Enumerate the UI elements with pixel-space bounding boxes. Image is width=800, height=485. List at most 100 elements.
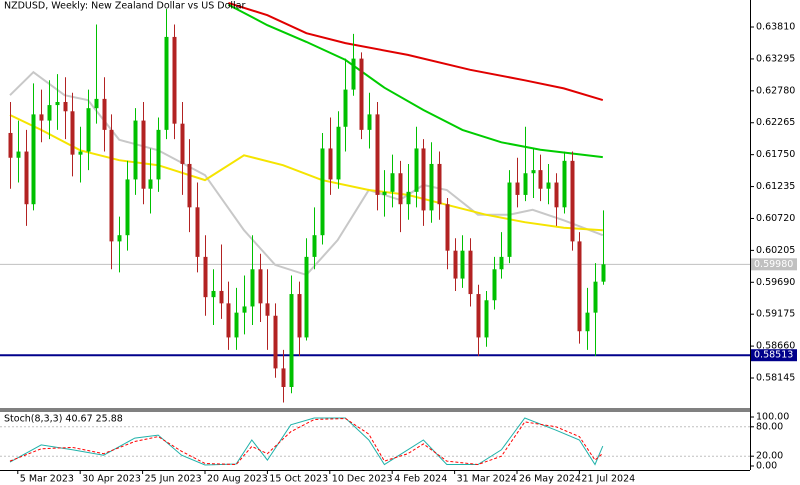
candle-body	[148, 179, 153, 189]
moving-average	[9, 70, 604, 277]
candle-body	[109, 129, 114, 242]
candle-body	[133, 120, 138, 180]
candle-body	[414, 148, 419, 192]
candle-body	[538, 170, 543, 189]
level-box-label: 0.58513	[754, 350, 793, 361]
candle-body	[8, 132, 13, 158]
candle-body	[515, 182, 520, 195]
moving-average	[9, 114, 603, 232]
candle-body	[265, 303, 270, 316]
oscillator-panel	[0, 417, 750, 466]
moving-average	[228, 1, 604, 102]
osc-line	[9, 417, 604, 466]
candle-body	[484, 300, 489, 338]
candle-body	[141, 120, 146, 189]
y-tick-label: 0.59175	[756, 309, 795, 320]
x-tick-label: 30 Apr 2023	[82, 474, 141, 485]
candle-body	[250, 269, 255, 307]
candle-body	[102, 98, 107, 130]
moving-average	[227, 3, 603, 159]
candle-body	[187, 163, 192, 208]
y-tick-label: 0.61235	[756, 181, 795, 192]
candle-body	[523, 173, 528, 195]
candle-body	[593, 281, 598, 313]
candle-body	[585, 312, 590, 332]
candle-body	[117, 235, 122, 242]
candle-body	[429, 163, 434, 211]
candle-body	[16, 151, 21, 158]
candle-body	[492, 269, 497, 301]
x-tick-label: 21 Jul 2024	[581, 474, 635, 485]
candle-body	[351, 58, 356, 90]
candle-body	[390, 173, 395, 192]
candle-body	[304, 256, 309, 338]
x-tick-label: 10 Dec 2023	[332, 474, 393, 485]
candle-body	[359, 58, 364, 130]
candle-body	[336, 126, 341, 180]
candle-body	[460, 250, 465, 279]
candle-body	[421, 148, 426, 211]
oscillator-label: Stoch(8,3,3) 40.67 25.88	[4, 414, 123, 425]
candle-body	[476, 294, 481, 338]
candle-body	[382, 191, 387, 195]
candle-body	[312, 235, 317, 257]
candle-body	[24, 151, 29, 205]
candle-body	[242, 306, 247, 313]
osc-tick-label: 0.00	[756, 460, 777, 471]
candle-body	[320, 148, 325, 236]
candle-body	[94, 98, 99, 109]
y-tick-label: 0.63295	[756, 53, 795, 64]
candle-body	[289, 294, 294, 387]
candle-body	[601, 264, 606, 282]
candle-body	[273, 315, 278, 369]
candle-body	[375, 114, 380, 195]
candle-body	[406, 191, 411, 205]
candle-body	[195, 207, 200, 257]
y-tick-label: 0.63810	[756, 22, 795, 33]
candle-body	[55, 101, 60, 106]
osc-tick-label: 100.00	[756, 412, 789, 423]
candle-body	[203, 256, 208, 298]
x-tick-label: 4 Feb 2024	[394, 474, 447, 485]
y-tick-label: 0.62265	[756, 117, 795, 128]
candle-body	[234, 312, 239, 338]
candle-body	[281, 368, 286, 387]
x-tick-label: 25 Jun 2023	[145, 474, 202, 485]
candle-body	[39, 114, 44, 121]
x-tick-label: 26 May 2024	[519, 474, 581, 485]
candle-body	[562, 160, 567, 208]
candle-body	[172, 36, 177, 124]
y-tick-label: 0.61750	[756, 149, 795, 160]
candle-body	[47, 105, 52, 121]
x-tick-label: 20 Aug 2023	[207, 474, 268, 485]
candle-body	[577, 241, 582, 332]
candle-body	[531, 170, 536, 174]
y-tick-label: 0.62780	[756, 85, 795, 96]
y-tick-label: 0.60205	[756, 245, 795, 256]
candle-body	[226, 303, 231, 338]
x-tick-label: 15 Oct 2023	[269, 474, 328, 485]
osc-tick-label: 20.00	[756, 451, 783, 462]
candle-body	[211, 290, 216, 298]
y-tick-label: 0.58145	[756, 373, 795, 384]
level-box	[751, 349, 797, 362]
candle-body	[164, 36, 169, 130]
candle-body	[125, 179, 130, 236]
candle-body	[398, 173, 403, 205]
candle-body	[328, 148, 333, 180]
chart-title: NZDUSD, Weekly: New Zealand Dollar vs US…	[4, 1, 246, 12]
candle-body	[367, 114, 372, 130]
candle-body	[343, 89, 348, 127]
osc-line	[9, 417, 604, 466]
y-tick-label: 0.58660	[756, 341, 795, 352]
candle-body	[437, 163, 442, 205]
current-price-box-label: 0.59980	[754, 259, 793, 270]
candle-body	[156, 129, 161, 180]
candle-body	[219, 290, 224, 304]
x-tick-label: 5 Mar 2023	[20, 474, 74, 485]
candle-body	[499, 256, 504, 270]
current-price-box	[751, 258, 797, 271]
candle-body	[468, 250, 473, 295]
